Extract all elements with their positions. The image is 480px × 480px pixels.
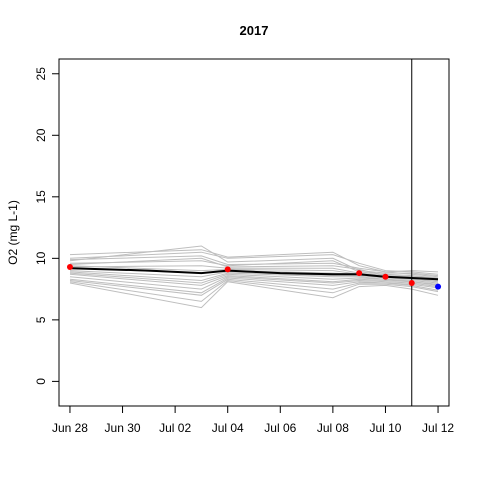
x-tick-label-5: Jul 08 xyxy=(317,421,349,435)
ensemble-line-14 xyxy=(69,277,439,294)
x-tick-label-7: Jul 12 xyxy=(422,421,454,435)
forecast-point-0 xyxy=(435,283,442,290)
ensemble-line-13 xyxy=(69,276,439,290)
y-tick-label-1: 5 xyxy=(34,316,48,323)
series-line-0 xyxy=(69,267,439,281)
ensemble-line-15 xyxy=(69,278,439,296)
y-tick-label-2: 10 xyxy=(34,251,48,265)
y-axis-label: O2 (mg L-1) xyxy=(6,200,20,265)
y-tick-label-4: 20 xyxy=(34,128,48,142)
ensemble-line-10 xyxy=(69,271,439,284)
chart-title: 2017 xyxy=(240,23,269,38)
observation-point-3 xyxy=(382,273,389,280)
observation-points xyxy=(66,263,442,290)
ensemble-line-4 xyxy=(69,260,439,279)
ensemble-lines xyxy=(69,245,439,309)
y-tick-label-5: 25 xyxy=(34,67,48,81)
series-lines xyxy=(69,267,439,281)
y-tick-label-0: 0 xyxy=(34,378,48,385)
y-tick-label-3: 15 xyxy=(34,190,48,204)
ensemble-line-17 xyxy=(69,281,439,309)
plot-frame xyxy=(58,58,450,407)
x-tick-label-3: Jul 04 xyxy=(212,421,244,435)
ensemble-line-2 xyxy=(69,245,439,277)
ensemble-line-1 xyxy=(69,251,439,275)
x-tick-label-4: Jul 06 xyxy=(264,421,296,435)
y-axis: 0 5 10 15 20 25 xyxy=(34,67,60,385)
x-tick-label-2: Jul 02 xyxy=(159,421,191,435)
x-tick-label-1: Jun 30 xyxy=(105,421,141,435)
x-tick-label-6: Jul 10 xyxy=(369,421,401,435)
ensemble-line-16 xyxy=(69,279,439,302)
ensemble-line-3 xyxy=(69,255,439,278)
observation-point-4 xyxy=(408,279,415,286)
ensemble-line-9 xyxy=(69,270,439,283)
observation-point-0 xyxy=(66,263,73,270)
x-axis: Jun 28 Jun 30 Jul 02 Jul 04 Jul 06 Jul 08 Jul … xyxy=(52,405,454,435)
observation-point-2 xyxy=(356,270,363,277)
x-tick-label-0: Jun 28 xyxy=(52,421,88,435)
ensemble-line-6 xyxy=(69,265,439,280)
ensemble-line-12 xyxy=(69,273,439,286)
observation-point-1 xyxy=(224,266,231,273)
